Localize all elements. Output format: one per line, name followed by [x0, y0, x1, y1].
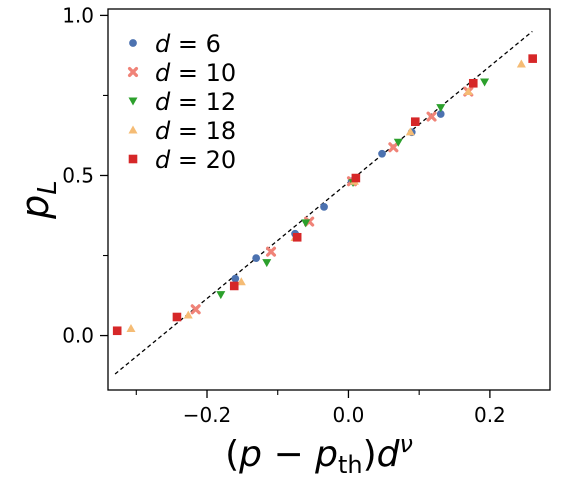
data-point: [183, 310, 193, 319]
data-point: [405, 127, 415, 136]
data-point: [393, 138, 403, 147]
data-point: [528, 54, 537, 63]
series-12: [216, 78, 490, 300]
data-point: [262, 259, 272, 268]
data-point: [126, 324, 136, 332]
plot-frame: [107, 8, 551, 391]
series-6: [231, 110, 445, 283]
data-points-layer: [112, 54, 537, 336]
x-label-open: (: [225, 434, 239, 475]
data-point: [436, 110, 445, 118]
x-axis-label: (p − pth)dν: [225, 430, 413, 479]
y-tick-label: 0.5: [62, 163, 94, 187]
legend-marker: [129, 39, 137, 47]
data-point: [216, 291, 226, 300]
data-point: [388, 142, 399, 153]
data-point: [468, 78, 478, 88]
legend-marker: [128, 97, 138, 106]
data-point: [516, 59, 526, 68]
x-tick-label: 0.0: [333, 403, 365, 427]
x-label-p2: p: [314, 434, 338, 475]
data-point: [463, 87, 473, 96]
legend-label: d = 18: [155, 117, 236, 145]
legend-label: d = 12: [155, 88, 236, 116]
y-tick-label: 1.0: [62, 3, 94, 27]
axis-ticks: −0.2 0.0 0.2 0.0 0.5 1.0: [62, 3, 506, 427]
data-point: [292, 232, 302, 242]
reference-line-layer: [114, 30, 533, 375]
legend-marker: [128, 125, 138, 134]
data-point: [480, 78, 490, 87]
legend-item: d = 12: [128, 88, 236, 116]
x-label-sup: ν: [399, 430, 412, 458]
data-point: [426, 111, 437, 122]
legend-marker: [128, 154, 138, 164]
x-label-sub: th: [338, 451, 363, 479]
data-point: [436, 104, 446, 113]
x-label-p: p: [238, 434, 262, 475]
reference-line: [114, 30, 533, 375]
x-tick-label: −0.2: [183, 403, 232, 427]
data-point: [190, 304, 201, 315]
legend-label: d = 6: [155, 30, 221, 58]
data-point: [112, 326, 122, 336]
data-point: [320, 202, 328, 211]
data-point: [351, 173, 361, 183]
data-point: [231, 274, 240, 283]
y-tick-label: 0.0: [62, 324, 94, 348]
legend-label: d = 20: [155, 146, 236, 174]
data-point: [172, 312, 182, 322]
data-point: [410, 117, 420, 126]
data-point: [229, 281, 239, 291]
legend-item: d = 10: [127, 59, 236, 87]
legend-item: d = 20: [128, 146, 236, 174]
data-point: [378, 149, 386, 158]
data-point: [301, 219, 311, 228]
data-point: [252, 254, 261, 262]
series-20: [112, 54, 537, 336]
data-point: [236, 277, 246, 286]
y-label-sub: L: [33, 180, 63, 195]
legend-item: d = 6: [129, 30, 221, 58]
data-point: [265, 246, 277, 257]
x-label-close: ): [363, 434, 377, 475]
legend-marker: [127, 66, 139, 78]
legend-label: d = 10: [155, 59, 236, 87]
y-label-p: p: [13, 195, 57, 220]
x-tick-label: 0.2: [474, 403, 506, 427]
y-axis-label: pL: [13, 180, 63, 220]
x-label-d: d: [377, 434, 401, 475]
x-label-minus: −: [262, 434, 315, 475]
legend: d = 6d = 10d = 12d = 18d = 20: [127, 30, 236, 174]
legend-item: d = 18: [128, 117, 236, 145]
